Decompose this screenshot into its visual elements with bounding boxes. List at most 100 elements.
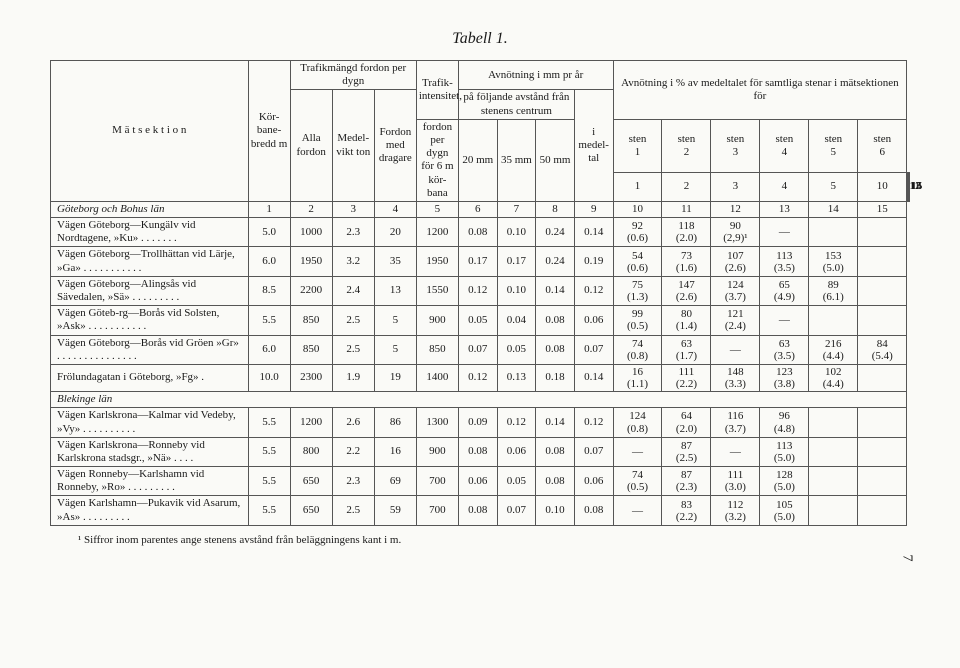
table-body: Vägen Göteborg—Kungälv vid Nordtagene, »… — [51, 218, 910, 526]
cell-value: 1950 — [290, 247, 332, 276]
cell-value: 123(3.8) — [760, 364, 809, 391]
cell-value — [858, 408, 907, 437]
cell-value: 112(3.2) — [711, 496, 760, 525]
cell-value: 5.5 — [248, 496, 290, 525]
cell-value: 111(3.0) — [711, 467, 760, 496]
cell-value — [809, 467, 858, 496]
cell-value — [858, 467, 907, 496]
cell-value: 8.5 — [248, 276, 290, 305]
cell-value: 0.12 — [574, 276, 613, 305]
cell-value: 113(5.0) — [760, 437, 809, 466]
cell-value: 80(1.4) — [662, 306, 711, 335]
cell-value — [809, 437, 858, 466]
cell-value: — — [613, 437, 662, 466]
cell-value: 0.17 — [497, 247, 536, 276]
cell-value — [858, 306, 907, 335]
cell-value: 13 — [374, 276, 416, 305]
cell-value — [858, 437, 907, 466]
hdr-35mm: 35 mm — [497, 119, 536, 201]
row-name: Vägen Göteborg—Trollhättan vid Lärje, »G… — [51, 247, 249, 276]
cell-value: 0.06 — [574, 306, 613, 335]
cell-value: 5.5 — [248, 408, 290, 437]
cell-value: 0.06 — [574, 467, 613, 496]
cell-value: — — [760, 306, 809, 335]
cell-value: 74(0.5) — [613, 467, 662, 496]
cell-value: 1550 — [416, 276, 458, 305]
cell-value: 87(2.5) — [662, 437, 711, 466]
cell-value: 5 — [374, 335, 416, 364]
cell-value: 0.04 — [497, 306, 536, 335]
hdr-sten-6: sten6 — [858, 119, 907, 172]
cell-value: 2.5 — [332, 306, 374, 335]
cell-value: 0.08 — [536, 335, 575, 364]
cell-value: 147(2.6) — [662, 276, 711, 305]
cell-value: 900 — [416, 306, 458, 335]
hdr-imedel: i medel-tal — [574, 90, 613, 202]
row-name: Vägen Ronneby—Karlshamn vid Ronneby, »Ro… — [51, 467, 249, 496]
cell-value: 900 — [416, 437, 458, 466]
cell-value — [809, 408, 858, 437]
hdr-coln-4b: 4 — [374, 201, 416, 217]
cell-value: 35 — [374, 247, 416, 276]
cell-value: 86 — [374, 408, 416, 437]
cell-value: 0.07 — [574, 335, 613, 364]
hdr-coln-5b: 5 — [416, 201, 458, 217]
hdr-matsektion: M ä t s e k t i o n — [51, 61, 249, 202]
cell-value: 0.06 — [497, 437, 536, 466]
cell-value: 5.5 — [248, 467, 290, 496]
cell-value: 59 — [374, 496, 416, 525]
hdr-sten-2: sten2 — [662, 119, 711, 172]
cell-value: 0.12 — [458, 276, 497, 305]
cell-value: 73(1.6) — [662, 247, 711, 276]
cell-value: 128(5.0) — [760, 467, 809, 496]
row-name: Vägen Karlskrona—Ronneby vid Karlskrona … — [51, 437, 249, 466]
cell-value: 700 — [416, 467, 458, 496]
cell-value: 2.3 — [332, 218, 374, 247]
cell-value: 75(1.3) — [613, 276, 662, 305]
cell-value: 99(0.5) — [613, 306, 662, 335]
cell-value: 0.10 — [497, 218, 536, 247]
cell-value — [858, 496, 907, 525]
cell-value: 5.5 — [248, 306, 290, 335]
cell-value: 121(2.4) — [711, 306, 760, 335]
row-name: Vägen Göteborg—Kungälv vid Nordtagene, »… — [51, 218, 249, 247]
cell-value — [858, 247, 907, 276]
cell-value: 0.08 — [458, 437, 497, 466]
row-name: Vägen Göteborg—Alingsås vid Sävedalen, »… — [51, 276, 249, 305]
cell-value: 3.2 — [332, 247, 374, 276]
cell-value: 1000 — [290, 218, 332, 247]
cell-value: 90(2,9)¹ — [711, 218, 760, 247]
hdr-fordonmed: Fordon med dragare — [374, 90, 416, 202]
hdr-50mm: 50 mm — [536, 119, 575, 201]
cell-value — [809, 496, 858, 525]
cell-value: 0.08 — [536, 437, 575, 466]
hdr-coln-13b: 13 — [760, 201, 809, 217]
cell-value: 0.13 — [497, 364, 536, 391]
hdr-sten-1: sten1 — [613, 119, 662, 172]
cell-value: 124(0.8) — [613, 408, 662, 437]
cell-value: 700 — [416, 496, 458, 525]
cell-value: 96(4.8) — [760, 408, 809, 437]
cell-value: 0.14 — [574, 364, 613, 391]
cell-value — [858, 364, 907, 391]
cell-value: 148(3.3) — [711, 364, 760, 391]
hdr-coln-8b: 8 — [536, 201, 575, 217]
cell-value: — — [711, 437, 760, 466]
cell-value: 800 — [290, 437, 332, 466]
hdr-avnotning-pct: Avnötning i % av medeltalet för samtliga… — [613, 61, 907, 120]
cell-value: 105(5.0) — [760, 496, 809, 525]
cell-value: 63(3.5) — [760, 335, 809, 364]
cell-value: 0.08 — [536, 306, 575, 335]
cell-value: 69 — [374, 467, 416, 496]
cell-value: 1200 — [416, 218, 458, 247]
cell-value: 2.3 — [332, 467, 374, 496]
cell-value: 0.17 — [458, 247, 497, 276]
cell-value: 0.12 — [458, 364, 497, 391]
row-name: Vägen Karlskrona—Kalmar vid Vedeby, »Vy»… — [51, 408, 249, 437]
cell-value: 0.12 — [497, 408, 536, 437]
cell-value: 54(0.6) — [613, 247, 662, 276]
row-name: Vägen Göteborg—Borås vid Gröen »Gr» . . … — [51, 335, 249, 364]
cell-value: 2300 — [290, 364, 332, 391]
cell-value: 850 — [290, 335, 332, 364]
cell-value: 6.0 — [248, 335, 290, 364]
